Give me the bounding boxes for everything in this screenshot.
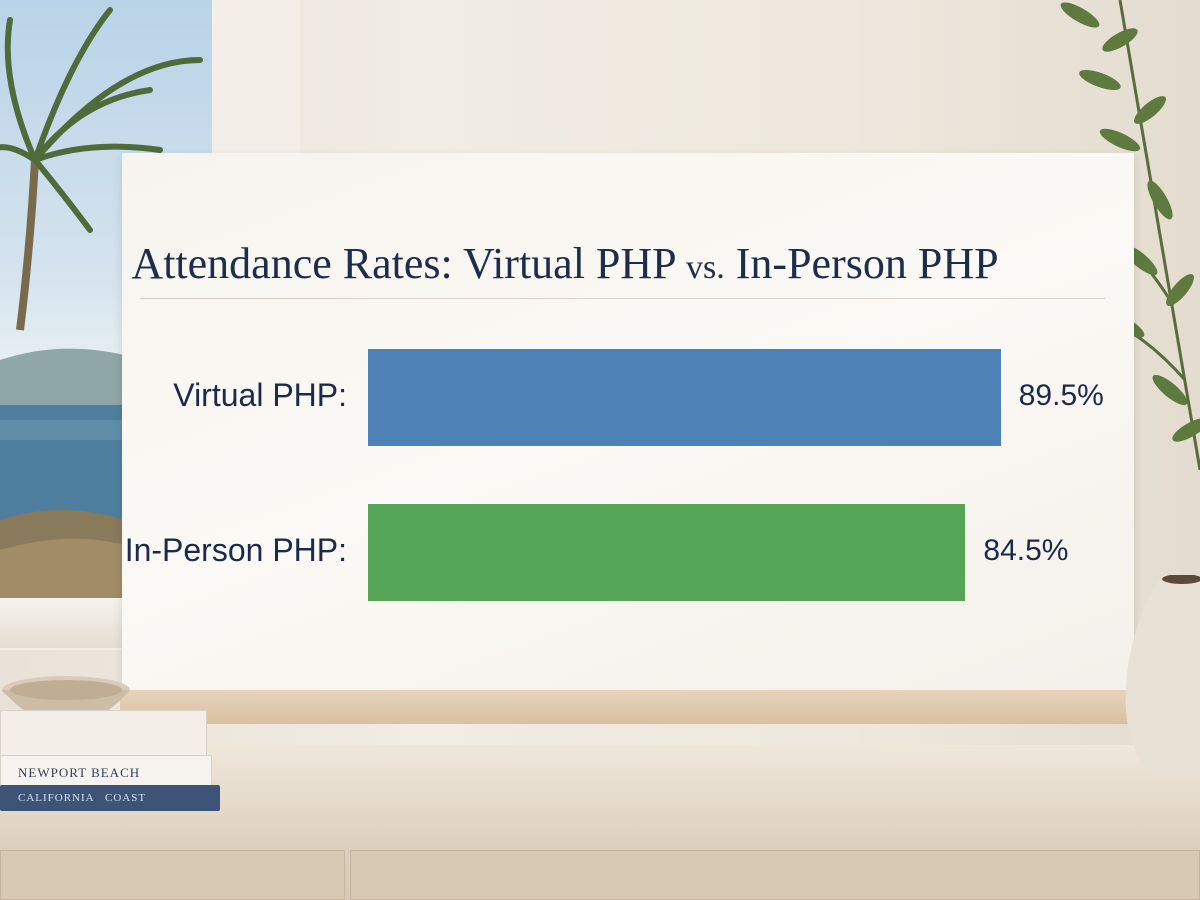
drawer-right: [350, 850, 1200, 900]
bar-0: [368, 349, 1001, 446]
category-label: Virtual PHP:: [173, 377, 347, 413]
book-top: [0, 710, 207, 760]
category-label: In-Person PHP:: [124, 532, 347, 568]
ceramic-vase: [1125, 575, 1200, 775]
drawer-left: [0, 850, 345, 900]
chart-title: Attendance Rates: Virtual PHP vs. In-Per…: [0, 238, 1130, 289]
book-label-newport: NEWPORT BEACH: [18, 765, 141, 780]
bar-1: [368, 504, 966, 601]
title-divider: [140, 298, 1105, 299]
title-main: Attendance Rates: Virtual PHP: [131, 239, 687, 288]
value-label: 89.5%: [1018, 379, 1104, 412]
book-bottom: [0, 785, 220, 811]
shelf: [120, 690, 1130, 724]
book-label-california: CALIFORNIA: [18, 792, 95, 804]
value-label: 84.5%: [983, 534, 1069, 567]
window-sill: [0, 598, 125, 648]
book-middle: [0, 755, 212, 787]
title-vs: vs.: [686, 249, 725, 286]
title-end: In-Person PHP: [724, 239, 999, 288]
book-label-coast: COAST: [105, 792, 147, 804]
